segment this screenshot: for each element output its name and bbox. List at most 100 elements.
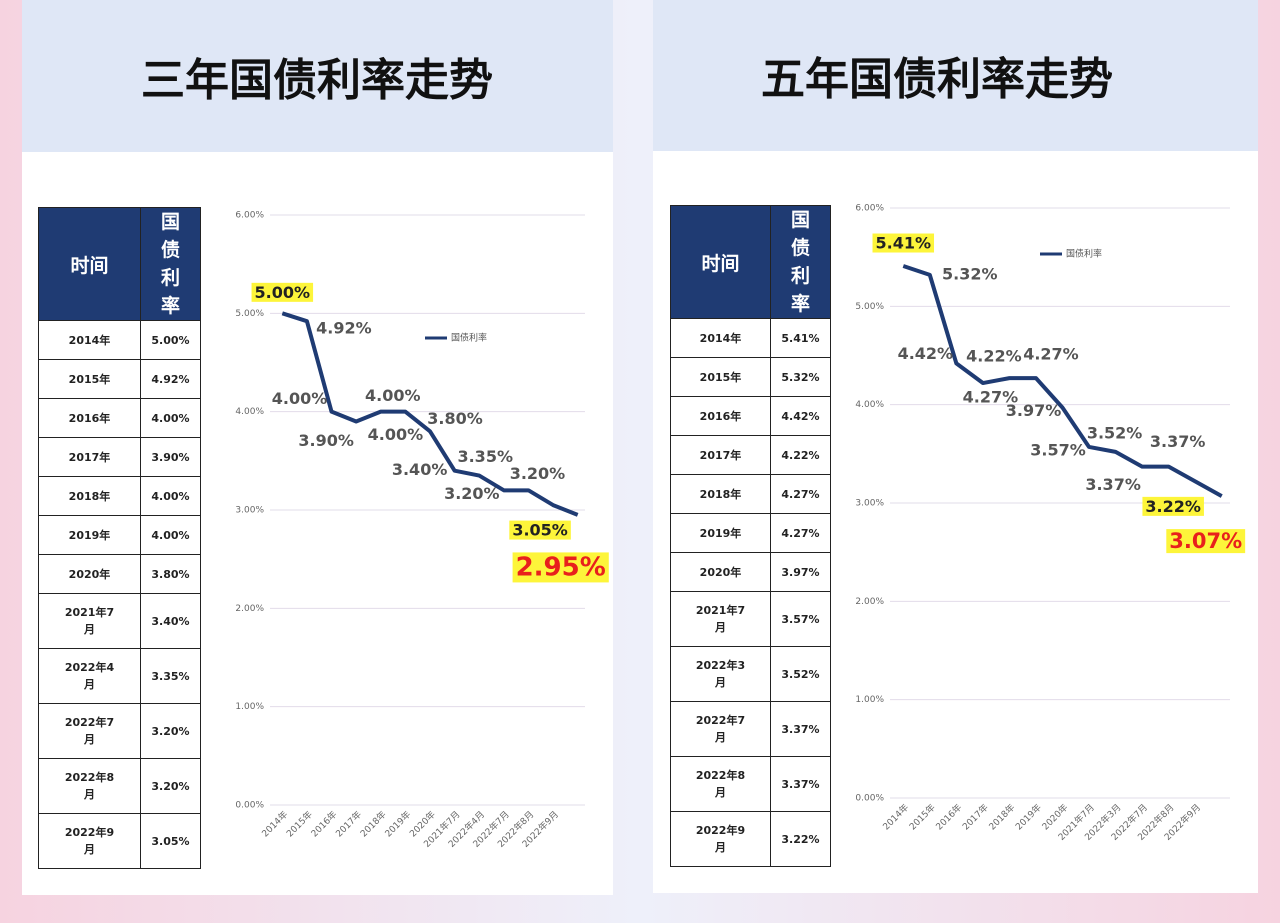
cell: 2019年 [38, 515, 141, 555]
cell: 2018年 [38, 476, 141, 516]
cell: 2022年3月 [670, 646, 771, 702]
cell: 3.52% [769, 646, 832, 702]
y-tick-label: 5.00% [235, 309, 264, 319]
header-box [22, 0, 613, 152]
cell: 2014年 [38, 320, 141, 360]
y-tick-label: 4.00% [855, 400, 884, 410]
cell: 4.22% [769, 435, 832, 475]
data-label: 3.90% [298, 431, 354, 450]
data-label: 3.57% [1030, 440, 1086, 459]
y-tick-label: 3.00% [235, 506, 264, 516]
cell: 4.00% [139, 398, 202, 438]
data-label: 4.00% [368, 425, 424, 444]
data-label: 3.40% [392, 460, 448, 479]
data-label: 3.07% [1169, 529, 1242, 553]
cell: 2017年 [670, 435, 771, 475]
cell: 2016年 [670, 396, 771, 436]
y-tick-label: 6.00% [855, 204, 884, 214]
line [902, 264, 1223, 498]
data-label: 4.42% [898, 344, 954, 363]
cell: 3.20% [139, 703, 202, 759]
cell: 3.57% [769, 591, 832, 647]
cell: 3.20% [139, 758, 202, 814]
y-tick-label: 3.00% [855, 499, 884, 509]
cell: 3.22% [769, 811, 832, 867]
cell: 3.37% [769, 701, 832, 757]
y-tick-label: 6.00% [235, 211, 264, 221]
cell: 2022年7月 [670, 701, 771, 757]
cell: 2021年7月 [38, 593, 141, 649]
y-tick-label: 1.00% [235, 702, 264, 712]
data-label: 3.80% [427, 409, 483, 428]
cell: 2020年 [670, 552, 771, 592]
cell: 4.00% [139, 515, 202, 555]
cell: 3.37% [769, 756, 832, 812]
header-cell: 时间 [38, 207, 141, 321]
data-label: 5.41% [876, 234, 932, 253]
data-label: 3.97% [1006, 401, 1062, 420]
cell: 4.27% [769, 513, 832, 553]
line [281, 311, 579, 517]
cell: 2020年 [38, 554, 141, 594]
label-highlight [512, 552, 609, 583]
label-highlight [872, 233, 935, 253]
cell: 2021年7月 [670, 591, 771, 647]
label-highlight [1142, 496, 1204, 516]
table: 时间 国债利率 2014年 5.00% 2015年 4.92% 2016年 4.00% 2017… [38, 207, 202, 869]
legend-label: 国债利率 [1066, 248, 1102, 260]
data-label: 4.22% [966, 347, 1022, 366]
cell: 2022年9月 [38, 813, 141, 869]
cell: 3.80% [139, 554, 202, 594]
y-tick-label: 0.00% [235, 801, 264, 811]
cell: 4.42% [769, 396, 832, 436]
cell: 4.27% [769, 474, 832, 514]
y-tick-label: 2.00% [235, 604, 264, 614]
data-label: 4.27% [1023, 345, 1079, 364]
cell: 2018年 [670, 474, 771, 514]
data-label: 3.52% [1087, 423, 1143, 442]
cell: 2014年 [670, 318, 771, 358]
data-label: 4.27% [963, 388, 1019, 407]
data-label: 5.00% [255, 283, 311, 302]
data-label: 3.20% [444, 484, 500, 503]
cell: 2022年7月 [38, 703, 141, 759]
data-label: 3.35% [457, 447, 513, 466]
cell: 2022年8月 [670, 756, 771, 812]
header-box [653, 0, 1258, 151]
cell: 2022年4月 [38, 648, 141, 704]
cell: 2019年 [670, 513, 771, 553]
data-label: 3.05% [512, 521, 568, 540]
y-tick-label: 2.00% [855, 597, 884, 607]
cell: 5.32% [769, 357, 832, 397]
cell: 5.41% [769, 318, 832, 358]
label-highlight [509, 520, 571, 540]
cell: 2022年9月 [670, 811, 771, 867]
cell: 2015年 [670, 357, 771, 397]
cell: 2016年 [38, 398, 141, 438]
cell: 4.00% [139, 476, 202, 516]
data-label: 4.92% [316, 319, 372, 338]
cell: 3.35% [139, 648, 202, 704]
label-highlight [251, 282, 314, 302]
y-tick-label: 1.00% [855, 695, 884, 705]
data-label: 5.32% [942, 264, 998, 283]
chart-title: 三年国债利率走势 [141, 55, 493, 106]
cell: 4.92% [139, 359, 202, 399]
header-cell: 时间 [670, 205, 771, 319]
data-label: 3.37% [1085, 475, 1141, 494]
cell: 3.90% [139, 437, 202, 477]
cell: 3.05% [139, 813, 202, 869]
cell: 5.00% [139, 320, 202, 360]
data-label: 4.00% [272, 389, 328, 408]
data-label: 3.37% [1150, 432, 1206, 451]
data-label: 3.22% [1145, 497, 1201, 516]
cell: 2017年 [38, 437, 141, 477]
header-cell: 国债利率 [139, 207, 202, 321]
data-label: 3.20% [510, 464, 566, 483]
cell: 2015年 [38, 359, 141, 399]
y-tick-label: 0.00% [855, 794, 884, 804]
cell: 3.40% [139, 593, 202, 649]
header-cell: 国债利率 [769, 205, 832, 319]
cell: 2022年8月 [38, 758, 141, 814]
